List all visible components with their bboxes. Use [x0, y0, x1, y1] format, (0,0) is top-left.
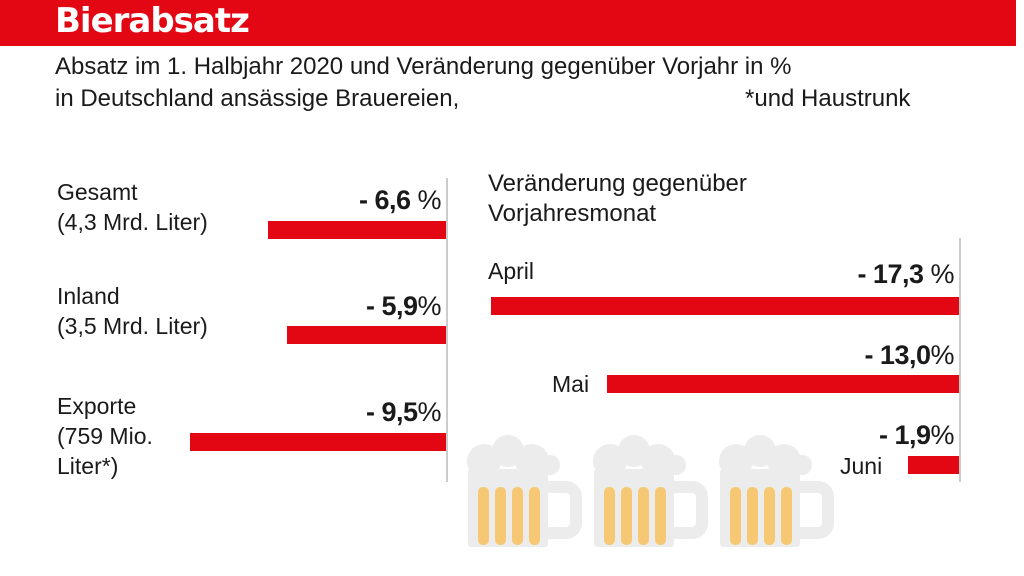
data-label-exporte: - 9,5%	[365, 397, 442, 427]
subtitle-note: *und Haustrunk	[745, 85, 911, 112]
subtitle-line-1: Absatz im 1. Halbjahr 2020 und Veränderu…	[55, 53, 792, 80]
category-label-line: (4,3 Mrd. Liter)	[57, 209, 208, 235]
bar-gesamt	[268, 221, 446, 239]
bar-mai	[607, 375, 959, 393]
title-bar	[0, 0, 1016, 46]
beer-mug-icon	[593, 435, 708, 547]
bar-juni	[907, 456, 959, 474]
category-label-line: Inland	[57, 283, 120, 309]
category-label-line: (3,5 Mrd. Liter)	[57, 313, 208, 339]
data-label-inland: - 5,9%	[365, 291, 442, 321]
category-label-line: Gesamt	[57, 179, 138, 205]
chart-title: Bierabsatz	[55, 1, 250, 41]
right-axis-line	[959, 238, 961, 482]
left-axis-line	[446, 178, 448, 482]
bar-inland	[287, 326, 446, 344]
panel-title-line: Veränderung gegenüber	[488, 170, 747, 197]
category-label-mai: Mai	[552, 371, 590, 397]
beer-mug-icon	[719, 435, 834, 547]
bar-exporte	[190, 433, 446, 451]
subtitle-line-2: in Deutschland ansässige Brauereien,	[55, 85, 460, 112]
beer-mug-icon	[467, 435, 582, 547]
data-label-mai: - 13,0%	[864, 340, 954, 370]
bar-april	[491, 297, 959, 315]
category-label-line: Liter*)	[57, 453, 119, 479]
category-label-line: (759 Mio.	[57, 423, 153, 449]
data-label-april: - 17,3 %	[857, 259, 954, 289]
data-label-gesamt: - 6,6 %	[358, 185, 442, 215]
data-label-juni: - 1,9%	[878, 420, 955, 450]
category-label-april: April	[488, 258, 535, 284]
category-label-juni: Juni	[840, 453, 883, 479]
panel-title-line: Vorjahresmonat	[488, 200, 657, 227]
category-label-line: Exporte	[57, 393, 137, 419]
